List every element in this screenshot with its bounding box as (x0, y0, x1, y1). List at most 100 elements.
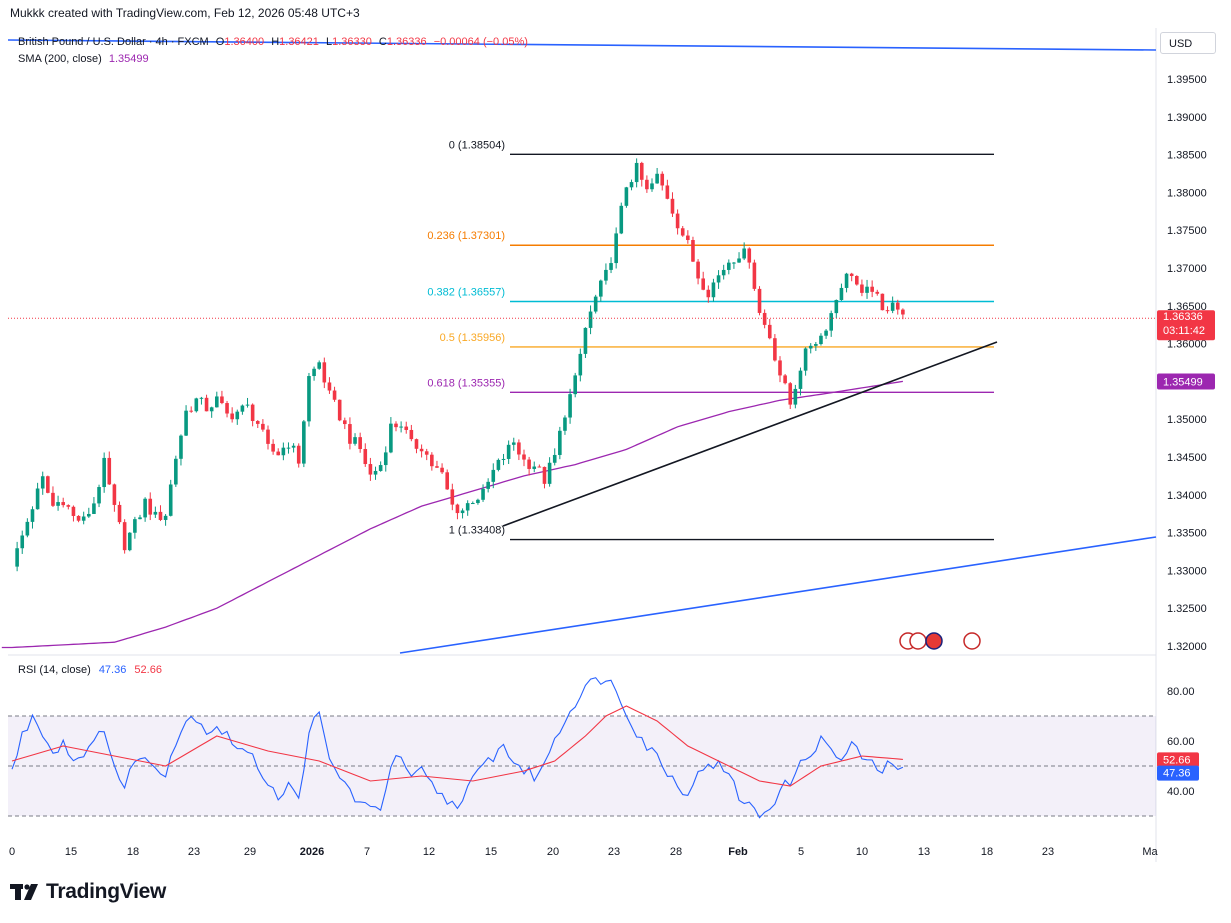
candle-body (35, 488, 40, 510)
candle-body (614, 233, 618, 264)
candle-body (148, 498, 153, 515)
candle-body (235, 411, 240, 420)
candle-body (240, 405, 245, 412)
candle-body (343, 420, 347, 425)
price-axis: 1.32000 1.32500 1.33000 1.33500 1.34000 1.345… (1167, 74, 1207, 653)
candle-body (563, 417, 567, 431)
candle-body (604, 269, 608, 281)
rsi-legend-value: 47.36 (99, 664, 127, 676)
flag-gb-icon[interactable] (909, 632, 927, 650)
time-tick-label: Ma (1142, 846, 1158, 858)
candle-body (798, 370, 803, 389)
candles (15, 158, 905, 572)
time-tick-label: 18 (981, 846, 993, 858)
candle-body (686, 235, 690, 241)
candle-body (471, 503, 475, 505)
candle-body (271, 443, 275, 452)
candle-body (199, 397, 204, 399)
candle-body (404, 426, 409, 430)
price-tick-label: 1.35000 (1167, 414, 1207, 426)
candle-body (97, 487, 101, 504)
candle-body (312, 368, 316, 377)
candle-body (793, 388, 798, 405)
rsi-tick-label: 80.00 (1167, 686, 1195, 698)
candle-body (215, 396, 219, 408)
candle-body (501, 458, 506, 460)
rsi-ma-tag (1157, 752, 1199, 768)
tradingview-brand: TradingView (46, 880, 167, 903)
support-trendline[interactable] (502, 341, 998, 527)
price-tick-label: 1.34500 (1167, 452, 1207, 464)
candle-body (778, 360, 782, 376)
fib-level-label: 0 (1.38504) (449, 139, 505, 151)
candle-body (788, 383, 793, 405)
candle-body (61, 502, 65, 506)
price-tick-label: 1.39000 (1167, 112, 1207, 124)
candle-body (476, 499, 480, 504)
candle-body (568, 394, 572, 418)
lower-channel-line[interactable] (399, 536, 1157, 654)
rsi-layer (11, 677, 904, 819)
price-tick-label: 1.33500 (1167, 528, 1207, 540)
candle-body (184, 410, 188, 436)
currency-button[interactable]: USD (1160, 32, 1216, 54)
fibonacci-retracement[interactable]: 0 (1.38504) 0.236 (1.37301) 0.382 (1.36557… (427, 139, 994, 541)
candle-body (696, 261, 700, 279)
price-tick-label: 1.38000 (1167, 187, 1207, 199)
candle-body (158, 511, 163, 520)
time-tick-label: 29 (244, 846, 256, 858)
candle-body (20, 535, 25, 549)
time-tick-label: 15 (65, 846, 77, 858)
candle-body (133, 519, 137, 533)
candle-body (430, 454, 434, 467)
candle-body (399, 426, 403, 428)
candle-body (870, 286, 874, 292)
sma-legend-value: 1.35499 (109, 53, 149, 65)
rsi-line (11, 677, 904, 819)
credit-text: Mukkk created with TradingView.com, Feb … (10, 6, 360, 20)
candle-body (803, 348, 808, 371)
candle-body (153, 511, 158, 515)
flag-us-icon[interactable] (925, 632, 943, 650)
candle-body (245, 404, 250, 406)
candle-body (593, 296, 598, 312)
tradingview-logo-icon (10, 884, 38, 900)
legend-high-value: 1.36421 (279, 36, 319, 48)
upper-channel-line[interactable] (7, 39, 1157, 51)
fib-level-label: 0.5 (1.35956) (440, 332, 505, 344)
candle-body (40, 476, 45, 489)
time-axis: 0 15 18 23 29 2026 7 12 15 20 23 28 Feb 5 10 13 18 23 Ma (9, 846, 1159, 858)
candle-body (66, 505, 71, 507)
flag-gb-icon[interactable] (963, 632, 981, 650)
candle-body (276, 451, 281, 456)
rsi-legend-label: RSI (14, close) (18, 664, 91, 676)
price-tick-label: 1.32500 (1167, 603, 1207, 615)
candle-body (665, 185, 670, 199)
candle-body (460, 510, 465, 514)
rsi-ma-tag-value: 52.66 (1163, 754, 1191, 766)
candle-body (220, 396, 224, 404)
candle-body (455, 504, 460, 514)
candle-body (389, 423, 393, 453)
time-tick-label: 18 (127, 846, 139, 858)
candle-body (71, 506, 76, 516)
candle-body (317, 362, 321, 369)
sma-layer (1, 380, 904, 649)
candle-body (225, 403, 229, 414)
svg-text:SMA (200, close) 1.35499: SMA (200, close) 1.35499 (18, 53, 149, 65)
candle-body (102, 457, 106, 488)
candle-body (266, 429, 270, 444)
candle-body (609, 263, 613, 270)
candle-body (506, 444, 511, 459)
economic-events[interactable] (899, 632, 981, 650)
candle-body (634, 162, 639, 183)
candle-body (522, 454, 526, 460)
candle-body (511, 442, 516, 445)
price-tick-label: 1.33000 (1167, 565, 1207, 577)
candle-body (849, 273, 854, 277)
candle-body (424, 451, 429, 455)
fib-level-label: 1 (1.33408) (449, 525, 505, 537)
candle-body (599, 280, 603, 297)
time-tick-label: 15 (485, 846, 497, 858)
